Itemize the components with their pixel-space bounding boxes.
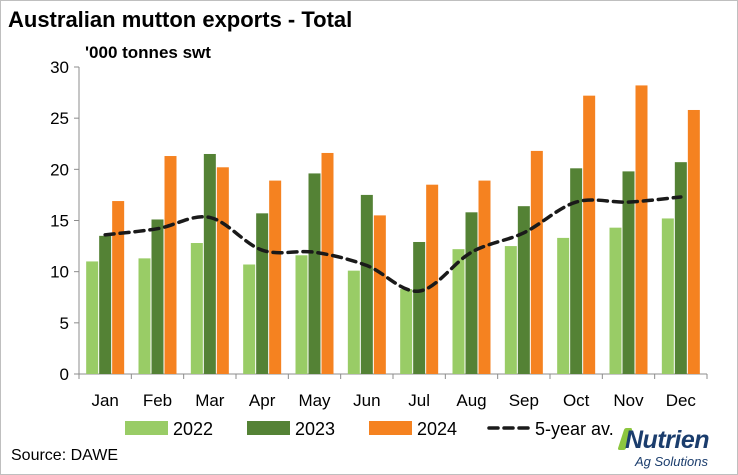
logo-tagline: Ag Solutions <box>635 454 708 469</box>
bar-2022-jan <box>86 261 99 374</box>
bar-2024-aug <box>478 180 491 374</box>
legend-label-5-year-av-: 5-year av. <box>535 419 614 439</box>
x-tick-label-jan: Jan <box>91 391 118 410</box>
bar-2023-jun <box>360 194 373 374</box>
series-line-5-year-av <box>103 195 683 293</box>
x-tick-label-apr: Apr <box>249 391 276 410</box>
bar-2023-jul <box>413 241 426 374</box>
bar-2024-oct <box>583 95 596 375</box>
bar-2023-apr <box>256 213 269 374</box>
x-tick-label-dec: Dec <box>666 391 697 410</box>
source-note: Source: DAWE <box>11 447 118 464</box>
bar-2022-jul <box>400 289 413 374</box>
bar-2023-dec <box>674 162 687 374</box>
x-tick-label-feb: Feb <box>143 391 172 410</box>
x-tick-label-may: May <box>298 391 331 410</box>
bar-2022-nov <box>609 227 622 374</box>
bar-2024-mar <box>216 167 229 374</box>
x-tick-label-jul: Jul <box>408 391 430 410</box>
y-tick-label: 30 <box>50 58 69 77</box>
legend-swatch-2023 <box>247 421 290 435</box>
legend-swatch-2024 <box>369 421 412 435</box>
bar-2022-feb <box>138 258 151 374</box>
x-tick-label-sep: Sep <box>509 391 539 410</box>
x-tick-label-nov: Nov <box>613 391 644 410</box>
nutrien-logo: Nutrien Ag Solutions <box>617 426 735 474</box>
bar-2024-jun <box>373 215 386 374</box>
y-tick-label: 0 <box>60 365 69 384</box>
x-tick-label-jun: Jun <box>353 391 380 410</box>
legend-label-2023: 2023 <box>295 419 335 439</box>
x-tick-label-aug: Aug <box>456 391 486 410</box>
logo-wordmark: Nutrien <box>625 426 710 454</box>
bar-2022-oct <box>557 237 570 374</box>
bar-2022-jun <box>347 270 360 374</box>
y-tick-label: 10 <box>50 263 69 282</box>
bar-2022-mar <box>190 243 203 374</box>
bar-2022-apr <box>243 264 256 374</box>
bar-2022-dec <box>661 218 674 374</box>
bar-2024-dec <box>687 109 700 374</box>
bar-2023-nov <box>622 171 635 374</box>
bar-2022-may <box>295 255 308 374</box>
y-tick-label: 5 <box>60 314 69 333</box>
y-axis-unit-label: '000 tonnes swt <box>85 43 211 62</box>
legend-swatch-2022 <box>125 421 168 435</box>
bar-2023-may <box>308 173 321 374</box>
x-tick-label-oct: Oct <box>563 391 590 410</box>
bar-2024-jul <box>426 184 439 374</box>
bar-2024-apr <box>269 180 282 374</box>
bar-2024-may <box>321 152 334 374</box>
bar-2022-aug <box>452 249 465 374</box>
y-tick-label: 25 <box>50 109 69 128</box>
bar-2024-jan <box>112 201 125 374</box>
bar-2023-oct <box>570 168 583 374</box>
legend-label-2024: 2024 <box>417 419 457 439</box>
legend-label-2022: 2022 <box>173 419 213 439</box>
bar-2022-sep <box>504 246 517 374</box>
bar-2023-sep <box>517 206 530 374</box>
y-tick-label: 15 <box>50 212 69 231</box>
bar-2024-nov <box>635 85 648 375</box>
chart-title: Australian mutton exports - Total <box>8 7 353 32</box>
bar-2023-jan <box>99 235 112 374</box>
bar-2024-feb <box>164 156 177 374</box>
plot-layer: 0 5 10 15 20 25 30 Jan Feb Mar Apr May Jun Jul Aug Sep O… <box>50 58 708 439</box>
y-tick-label: 20 <box>50 160 69 179</box>
x-tick-label-mar: Mar <box>195 391 225 410</box>
bar-2023-aug <box>465 212 478 374</box>
bar-2023-mar <box>203 153 216 374</box>
bar-2024-sep <box>530 150 543 374</box>
bar-2023-feb <box>151 219 164 374</box>
